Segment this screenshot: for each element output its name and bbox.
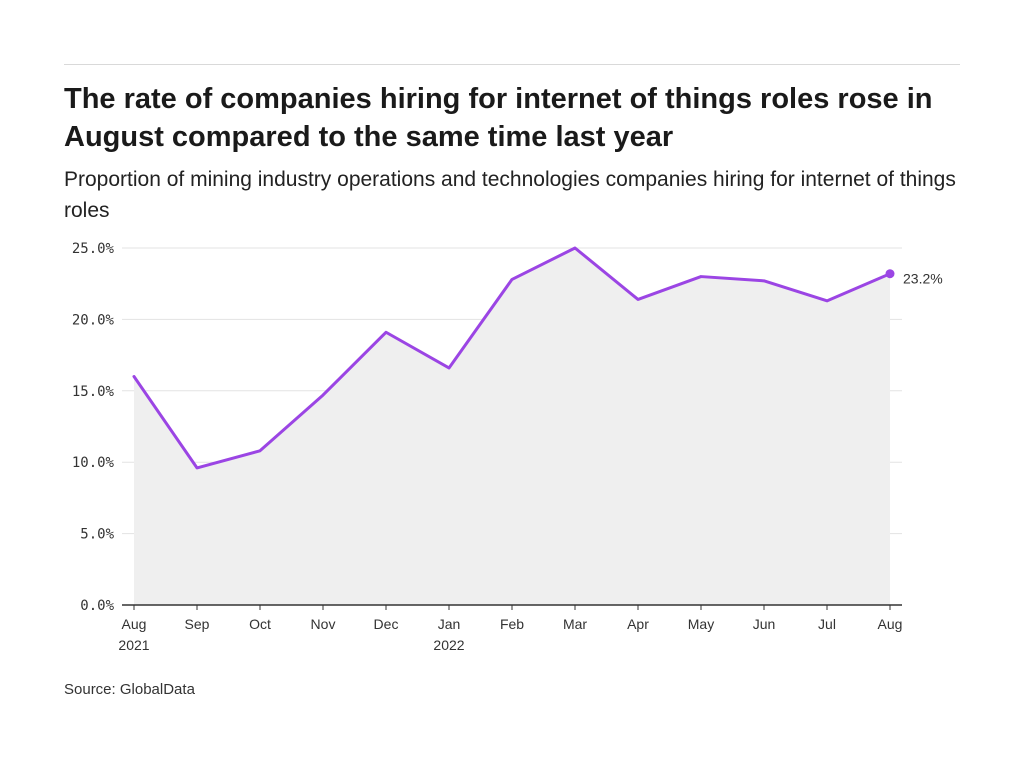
data-point xyxy=(824,298,830,304)
data-point xyxy=(131,374,137,380)
y-tick-label: 10.0% xyxy=(72,455,115,471)
x-tick-label: Jan 2022 xyxy=(433,616,464,653)
x-tick-label: Aug 2021 xyxy=(118,616,149,653)
x-tick-label: Mar xyxy=(563,616,587,632)
x-tick-label: Jun xyxy=(753,616,776,632)
y-tick-label: 25.0% xyxy=(72,241,115,257)
top-divider xyxy=(64,64,960,65)
data-point xyxy=(383,329,389,335)
y-tick-label: 5.0% xyxy=(80,527,114,543)
x-axis-ticks xyxy=(133,605,891,610)
y-tick-label: 15.0% xyxy=(72,384,115,400)
y-tick-label: 20.0% xyxy=(72,312,115,328)
x-tick-label: Nov xyxy=(311,616,336,632)
area-fill xyxy=(134,248,890,605)
end-point-marker xyxy=(885,269,895,279)
data-point xyxy=(635,296,641,302)
x-tick-label: Jul xyxy=(818,616,836,632)
x-tick-label: Aug xyxy=(878,616,903,632)
data-point xyxy=(761,278,767,284)
end-value-label: 23.2% xyxy=(903,271,943,287)
x-tick-label: Oct xyxy=(249,616,271,632)
data-point xyxy=(698,274,704,280)
y-axis-tick-labels: 0.0% 5.0% 10.0% 15.0% 20.0% 25.0% xyxy=(72,241,115,614)
data-point xyxy=(320,392,326,398)
data-point xyxy=(509,276,515,282)
data-point xyxy=(257,448,263,454)
x-tick-label: Dec xyxy=(374,616,399,632)
x-axis-tick-labels: Aug 2021 Sep Oct Nov Dec Jan 2022 Feb Mar Apr May Ju… xyxy=(118,616,902,653)
chart-title: The rate of companies hiring for interne… xyxy=(64,83,933,153)
x-tick-label: Feb xyxy=(500,616,524,632)
data-point xyxy=(572,245,578,251)
x-tick-label: Sep xyxy=(185,616,210,632)
source-note: Source: GlobalData xyxy=(64,681,195,698)
x-tick-label: May xyxy=(688,616,714,632)
data-point xyxy=(446,365,452,371)
x-tick-label: Apr xyxy=(627,616,649,632)
y-tick-label: 0.0% xyxy=(80,598,114,614)
chart-subtitle: Proportion of mining industry operations… xyxy=(64,168,956,222)
data-point xyxy=(194,465,200,471)
series-line xyxy=(132,246,892,470)
